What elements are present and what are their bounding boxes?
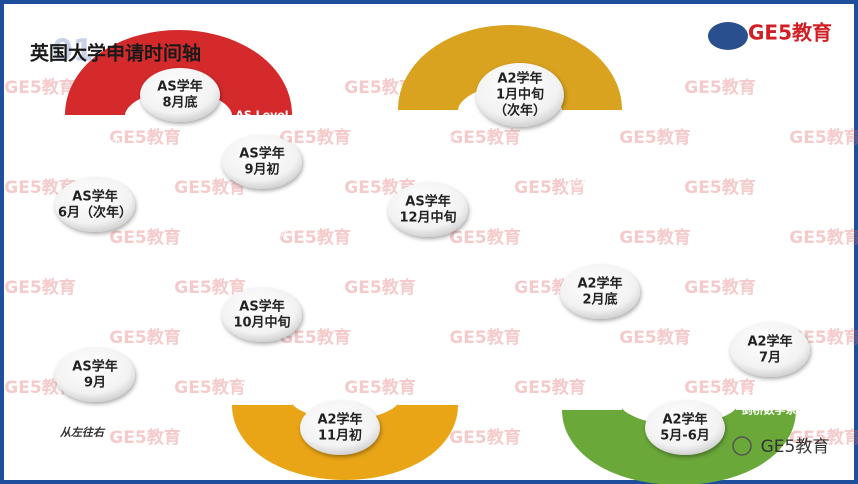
band-arch (65, 30, 292, 117)
labels: AS学年9月AS学年6月（次年）AS学年8月底AS学年9月初AS学年10月中旬A… (55, 63, 819, 455)
watermark: GE5教育 (449, 327, 520, 348)
watermark: GE5教育 (619, 227, 690, 248)
watermark: GE5教育 (619, 127, 690, 148)
label-line: 5月-6月 (660, 429, 710, 444)
label-line: 剑桥数学系笔试 (741, 403, 819, 417)
label-line: A2学年 (497, 71, 542, 87)
label-line: UCAS系统 (236, 226, 288, 239)
label-line: 申请截止 (240, 378, 284, 392)
band-arch (562, 405, 796, 484)
milestone-disc (560, 265, 640, 319)
label-line: AS学年 (405, 194, 450, 210)
band-arch (398, 25, 622, 112)
watermark: GE5教育 (619, 327, 690, 348)
label-line: 8月底 (162, 95, 197, 111)
watermark: GE5教育 (279, 127, 350, 148)
watermark: GE5教育 (4, 277, 75, 298)
milestone-disc (222, 135, 302, 189)
label-line: （次年） (494, 103, 546, 119)
watermark: GE5教育 (789, 427, 858, 448)
label-line: 9月 (84, 376, 106, 391)
watermark: GE5教育 (344, 377, 415, 398)
label-line: 10月中旬 (233, 315, 290, 331)
label-line: AS学年 (72, 359, 117, 375)
label-line: 牛剑各类 (408, 330, 452, 344)
label-line: 9月初 (244, 162, 279, 178)
logo-emblem (708, 22, 748, 50)
watermark: GE5教育 (684, 77, 755, 98)
label-line: 牛剑UCAS (236, 363, 288, 377)
label-line: 6月（次年） (58, 205, 132, 221)
label-line: 考试 (86, 151, 108, 164)
label-line: A2 Level考试 (743, 388, 818, 402)
watermark: GE5教育 (174, 377, 245, 398)
milestone-disc (645, 401, 725, 455)
watermark: GE5教育 (449, 427, 520, 448)
wechat-icon (732, 436, 752, 456)
label-line: 1月中旬 (496, 87, 544, 103)
label-line: 考试出分 (240, 123, 284, 137)
label-line: 放… (756, 255, 778, 269)
label-line: AS Level (73, 136, 120, 149)
milestone-disc (140, 68, 220, 122)
watermark: GE5教育 (109, 427, 180, 448)
milestone-disc (730, 323, 810, 377)
label-line: A2学年 (747, 334, 792, 350)
footer-brand: GE5教育 (761, 437, 830, 457)
label-line: 选择AS (77, 285, 114, 299)
label-line: 2月底 (582, 292, 617, 308)
watermark: GE5教育 (109, 327, 180, 348)
milestone-disc (222, 288, 302, 342)
milestone-disc (476, 63, 564, 127)
watermark: GE5教育 (174, 277, 245, 298)
label-line: 12月中旬 (399, 210, 456, 226)
milestone-disc (388, 183, 468, 237)
label-line: 目 (90, 316, 101, 329)
label-line: AS学年 (157, 79, 202, 95)
label-line: 牛剑各类 (410, 133, 454, 147)
logo: GE5教育 (748, 21, 832, 45)
watermark: GE5教育 (789, 227, 858, 248)
watermark: GE5教育 (109, 227, 180, 248)
label-line: AS学年 (72, 189, 117, 205)
label-line: 专业笔试 (408, 345, 452, 359)
direction-note: 从左往右 (60, 426, 106, 439)
label-line: 7月 (759, 351, 781, 366)
watermark: GE5教育 (449, 227, 520, 248)
label-line: 开放 (251, 240, 273, 254)
watermark: GE5教育 (174, 177, 245, 198)
label-line: AS学年 (239, 299, 284, 315)
watermark: GE5教育 (279, 227, 350, 248)
watermark: GE5教育 (344, 77, 415, 98)
label-line: A2学年 (662, 412, 707, 428)
milestone-disc (300, 401, 380, 455)
label-line: A2学年 (577, 276, 622, 292)
section-number: 01 (52, 34, 94, 69)
label-line: 11月初 (318, 428, 362, 444)
label-line: AS Level (235, 109, 288, 122)
milestone-disc (55, 178, 135, 232)
watermark: GE5教育 (449, 127, 520, 148)
label-line: Level科 (75, 300, 115, 314)
title: 英国大学申请时间轴 (30, 42, 201, 65)
watermark: GE5教育 (4, 177, 75, 198)
label-line: AS学年 (239, 146, 284, 162)
label-line: UCAS (582, 336, 612, 349)
label-line: Clearing (744, 226, 790, 239)
watermark: GE5教育 (109, 127, 180, 148)
watermark: GE5教育 (4, 77, 75, 98)
watermark: GE5教育 (344, 277, 415, 298)
watermark: GE5教育 (789, 127, 858, 148)
label-line: 开放 (586, 365, 608, 379)
label-line: 补录开 (751, 241, 784, 254)
label-line: 截止 (579, 192, 601, 206)
band-end (726, 144, 786, 166)
label-line: 专业面试 (410, 148, 454, 162)
label-line: A2学年 (317, 412, 362, 428)
label-line: UCAS申请 (564, 178, 616, 191)
label-line: Extra (582, 351, 611, 364)
watermark: GE5教育 (279, 327, 350, 348)
milestone-disc (55, 348, 135, 402)
